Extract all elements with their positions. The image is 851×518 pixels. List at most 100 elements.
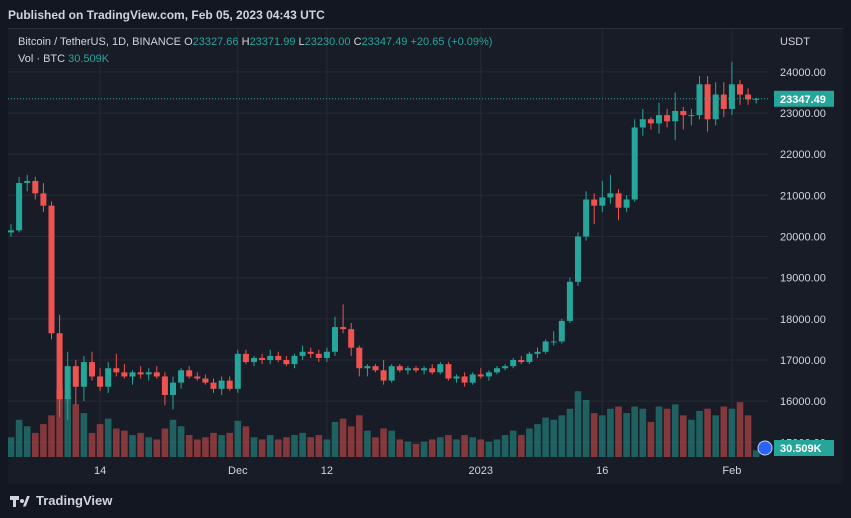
candle-body (672, 111, 679, 122)
candle-body (234, 353, 241, 389)
volume-bar (574, 391, 582, 457)
candle-body (599, 197, 606, 206)
x-tick-label: 14 (94, 465, 106, 477)
volume-bar (258, 439, 266, 457)
candle-body (356, 347, 363, 369)
volume-bar (680, 415, 687, 457)
candle-body (194, 376, 201, 379)
candle-body (607, 193, 614, 198)
volume-bar (347, 426, 355, 457)
candle-body (105, 368, 112, 387)
candle-body (429, 368, 436, 373)
candle-body (631, 127, 638, 200)
close-label: C (353, 36, 362, 48)
volume-value: 30.509K (68, 53, 110, 65)
volume-bar (104, 418, 112, 457)
candle-body (413, 368, 419, 371)
candle-body (283, 360, 290, 365)
volume-bar (542, 417, 549, 457)
candle-body (745, 94, 752, 100)
x-tick-label: 12 (321, 465, 333, 477)
candle-body (80, 362, 87, 387)
candle-body (153, 372, 160, 377)
candle-body (56, 333, 63, 400)
candle-body (372, 366, 379, 371)
volume-bar (331, 421, 339, 457)
candle-body (226, 380, 233, 389)
volume-bar (202, 437, 209, 457)
volume-bar (663, 408, 671, 457)
volume-bar (185, 435, 193, 457)
candle-body (469, 374, 476, 383)
volume-bar (534, 424, 541, 457)
volume-bar (250, 437, 258, 457)
volume-bar (129, 435, 136, 457)
volume-tag-label: 30.509K (780, 443, 822, 455)
volume-bar (599, 415, 606, 457)
volume-bar (275, 439, 282, 457)
volume-bar (32, 432, 39, 457)
tradingview-logo[interactable]: TradingView (10, 493, 112, 508)
x-tick-label: Feb (722, 465, 741, 477)
high-value: 23371.99 (249, 36, 296, 48)
candle-body (502, 366, 509, 369)
legend-volume: Vol · BTC 30.509K (18, 53, 109, 65)
y-tick-label: 20000.00 (780, 232, 826, 244)
candle-body (210, 382, 217, 389)
candle-body (485, 372, 492, 377)
volume-bar (80, 413, 88, 457)
candle-body (680, 111, 687, 116)
candle-body (242, 353, 249, 363)
volume-bar (153, 439, 161, 457)
volume-bar (299, 432, 306, 457)
y-tick-label: 18000.00 (780, 314, 826, 326)
volume-tag (774, 440, 834, 456)
volume-bar (315, 435, 323, 457)
volume-bar (388, 430, 395, 457)
candle-body (186, 370, 193, 377)
candle-body (518, 360, 525, 363)
candle-body (550, 341, 557, 343)
volume-bar (145, 437, 152, 457)
x-tick-label: 2023 (469, 465, 493, 477)
candle-body (510, 360, 517, 367)
volume-bar (266, 435, 274, 457)
candle-body (461, 376, 468, 383)
open-label: O (184, 36, 193, 48)
candle-body (623, 199, 630, 208)
candle-body (566, 281, 573, 321)
volume-bar (704, 408, 711, 457)
candle-body (72, 366, 79, 387)
candle-body (647, 119, 654, 124)
candle-body (639, 119, 646, 128)
volume-bar (445, 435, 452, 457)
candle-body (32, 180, 39, 194)
candle-body (170, 382, 176, 395)
volume-bar (137, 432, 144, 457)
high-label: H (241, 36, 250, 48)
candle-body (558, 320, 565, 342)
volume-bar (550, 419, 557, 457)
candle-body (494, 368, 500, 373)
candle-body (97, 376, 104, 387)
candle-body (421, 368, 428, 371)
candle-body (137, 372, 144, 375)
volume-bar (48, 415, 55, 457)
candle-body (388, 366, 395, 381)
candle-body (315, 353, 322, 358)
volume-bar (744, 415, 752, 457)
candle-body (89, 362, 95, 377)
volume-bar (607, 408, 614, 457)
volume-label: Vol · BTC (18, 53, 66, 65)
volume-bar (582, 399, 590, 457)
volume-bar (420, 441, 428, 457)
candle-body (575, 236, 581, 282)
candle-body (48, 205, 55, 334)
volume-bar (590, 413, 598, 457)
volume-bar (501, 435, 509, 457)
candle-body (299, 351, 306, 356)
chart-area[interactable]: 24000.00 23000.00 22000.00 21000.00 20000.00… (8, 28, 843, 486)
volume-bar (566, 408, 574, 457)
open-value: 23327.66 (192, 36, 239, 48)
candlestick-chart[interactable]: 24000.00 23000.00 22000.00 21000.00 20000.00… (8, 29, 843, 485)
